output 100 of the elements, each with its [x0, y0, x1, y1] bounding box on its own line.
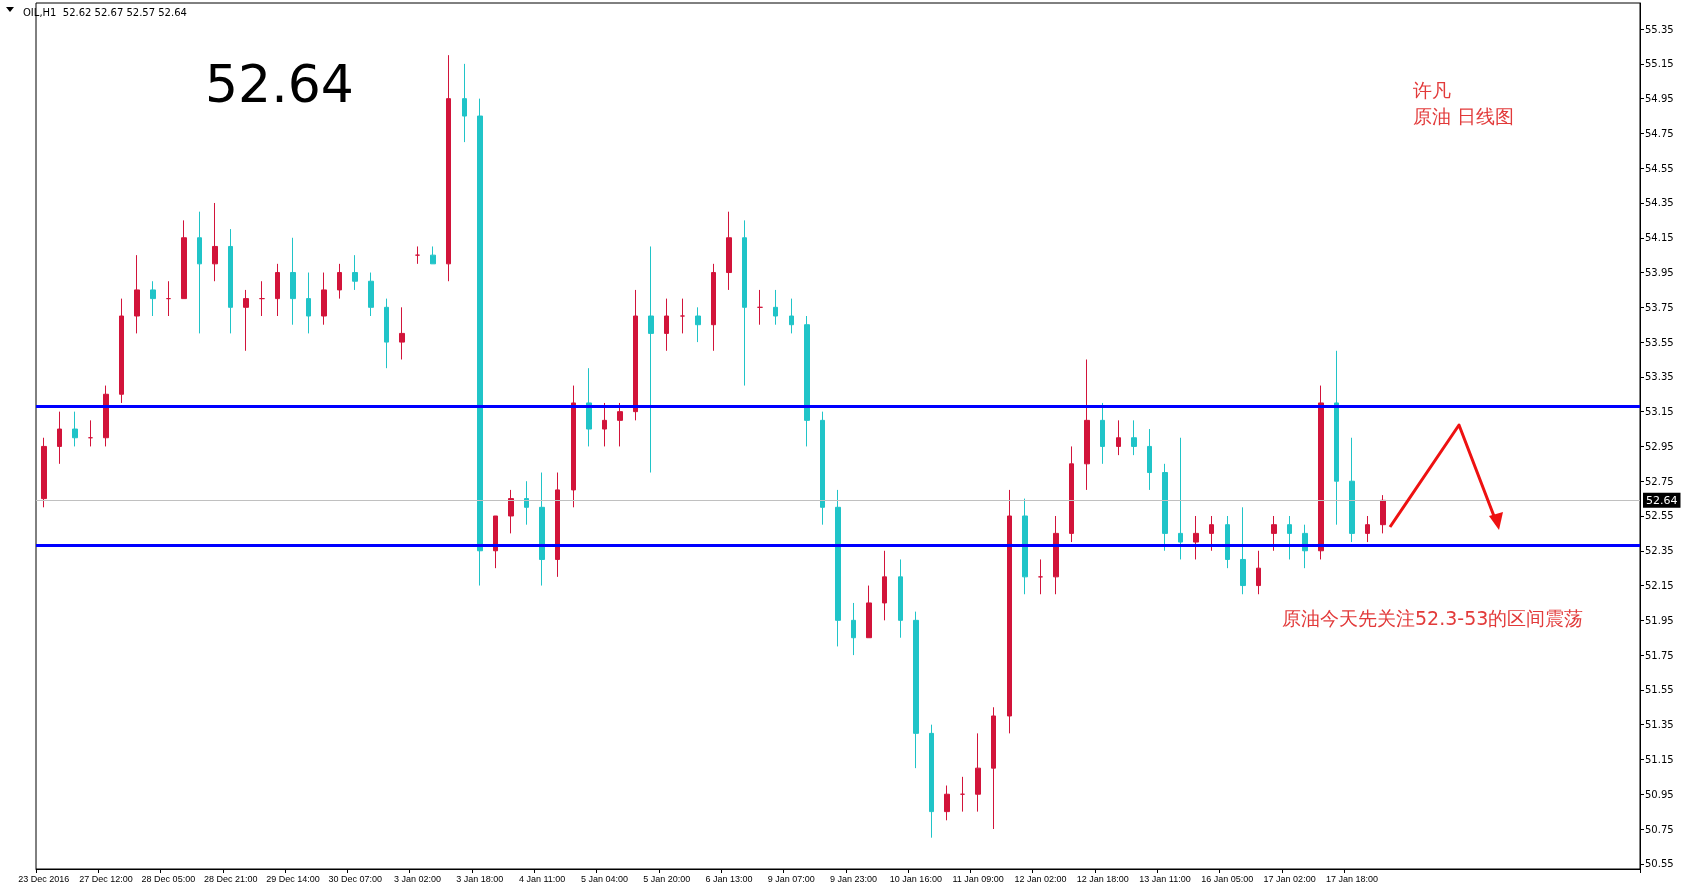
x-tick-label: 29 Dec 14:00 [266, 873, 320, 884]
candlestick [913, 611, 919, 769]
candlestick [851, 602, 856, 656]
x-tick-label: 12 Jan 02:00 [1014, 873, 1067, 884]
candlestick [804, 315, 810, 447]
y-tick-label: 50.95 [1645, 788, 1674, 800]
x-tick-label: 28 Dec 05:00 [141, 873, 196, 884]
candlestick [633, 289, 638, 421]
candlestick [508, 489, 514, 534]
candlestick [306, 272, 311, 334]
candlestick [944, 785, 950, 821]
x-tick-label: 17 Jan 02:00 [1263, 873, 1316, 884]
candlestick [648, 245, 654, 474]
x-tick-label: 27 Dec 12:00 [79, 873, 133, 884]
y-tick-label: 54.75 [1645, 127, 1674, 139]
candlestick [1287, 515, 1292, 560]
candlestick [57, 411, 62, 465]
candlestick [1225, 515, 1230, 569]
candlestick [680, 298, 685, 334]
y-tick-label: 54.15 [1645, 232, 1674, 244]
annotation: 52.64 [205, 54, 354, 114]
annotation: 许凡 [1413, 78, 1451, 101]
candlestick [664, 298, 669, 352]
candlestick [711, 263, 716, 352]
x-tick-label: 12 Jan 18:00 [1076, 873, 1129, 884]
candlestick [1240, 506, 1246, 595]
y-tick-label: 55.15 [1645, 58, 1674, 70]
y-tick-label: 53.55 [1645, 336, 1674, 348]
candlestick [197, 211, 202, 334]
candlestick [1349, 437, 1355, 543]
candlestick [586, 367, 592, 447]
candlestick [742, 219, 747, 387]
candlestick [415, 245, 420, 265]
candlestick [1193, 515, 1199, 560]
y-tick-label: 53.95 [1645, 267, 1674, 279]
candlestick [539, 472, 545, 587]
candlestick [352, 254, 358, 291]
y-tick-label: 52.95 [1645, 440, 1674, 452]
candlestick [757, 289, 763, 326]
candlestick [1084, 358, 1090, 491]
candlestick [275, 263, 280, 317]
candlestick [462, 63, 467, 143]
x-tick-label: 4 Jan 11:00 [518, 873, 566, 884]
y-tick-label: 54.35 [1645, 197, 1674, 209]
candlestick [1162, 463, 1168, 552]
candlestick [1334, 350, 1339, 526]
y-tick-label: 51.55 [1645, 684, 1674, 696]
y-tick-label: 51.95 [1645, 614, 1674, 626]
y-tick-label: 50.75 [1645, 823, 1674, 835]
y-tick-label: 52.15 [1645, 580, 1674, 592]
x-tick-label: 9 Jan 23:00 [830, 873, 878, 884]
candlestick [399, 306, 405, 360]
candlestick [259, 280, 265, 317]
candlestick [726, 211, 732, 291]
candlestick [150, 280, 156, 317]
candlestick [1100, 402, 1105, 465]
y-tick-label: 51.15 [1645, 753, 1674, 765]
candlestick [1256, 550, 1261, 595]
x-tick-label: 3 Jan 02:00 [394, 873, 442, 884]
candlestick [243, 289, 249, 352]
chart-title: OIL,H1 52.62 52.67 52.57 52.64 [23, 6, 187, 18]
candlestick [1038, 558, 1043, 595]
annotation: 原油 日线图 [1413, 104, 1515, 127]
candlestick [882, 550, 887, 621]
candlestick [820, 411, 825, 526]
y-tick-label: 52.55 [1645, 510, 1674, 522]
y-tick-label: 52.35 [1645, 545, 1674, 557]
candlestick [1178, 437, 1183, 560]
y-tick-label: 50.55 [1645, 858, 1674, 870]
candlestick [1209, 515, 1214, 552]
candlestick [430, 245, 436, 265]
candlestick [1069, 445, 1074, 543]
candlestick [617, 402, 623, 447]
candlestick [602, 402, 607, 447]
candlestick [212, 202, 218, 282]
candlestick [773, 289, 778, 326]
candlestick [384, 298, 389, 369]
candlestick [1271, 515, 1277, 552]
candlestick [1116, 419, 1121, 456]
candlestick [929, 724, 934, 839]
y-tick-label: 53.15 [1645, 406, 1674, 418]
candlestick [103, 385, 109, 447]
y-tick-label: 51.35 [1645, 719, 1674, 731]
candlestick [41, 437, 47, 508]
candlestick [337, 263, 342, 300]
candlestick [1007, 489, 1012, 734]
candlestick [181, 219, 187, 300]
y-tick-label: 54.95 [1645, 93, 1674, 105]
candlestick [88, 419, 93, 447]
x-tick-label: 30 Dec 07:00 [328, 873, 383, 884]
candlestick [134, 254, 140, 334]
x-tick-label: 13 Jan 11:00 [1139, 873, 1191, 884]
candlestick [789, 298, 794, 334]
x-tick-label: 17 Jan 18:00 [1325, 873, 1378, 884]
candlestick [975, 732, 981, 813]
y-tick-label: 52.75 [1645, 475, 1674, 487]
x-tick-label: 11 Jan 09:00 [952, 873, 1004, 884]
ref-line-label: 52.64 [1646, 493, 1678, 507]
candlestick [1380, 494, 1386, 534]
candlestick [991, 706, 996, 830]
